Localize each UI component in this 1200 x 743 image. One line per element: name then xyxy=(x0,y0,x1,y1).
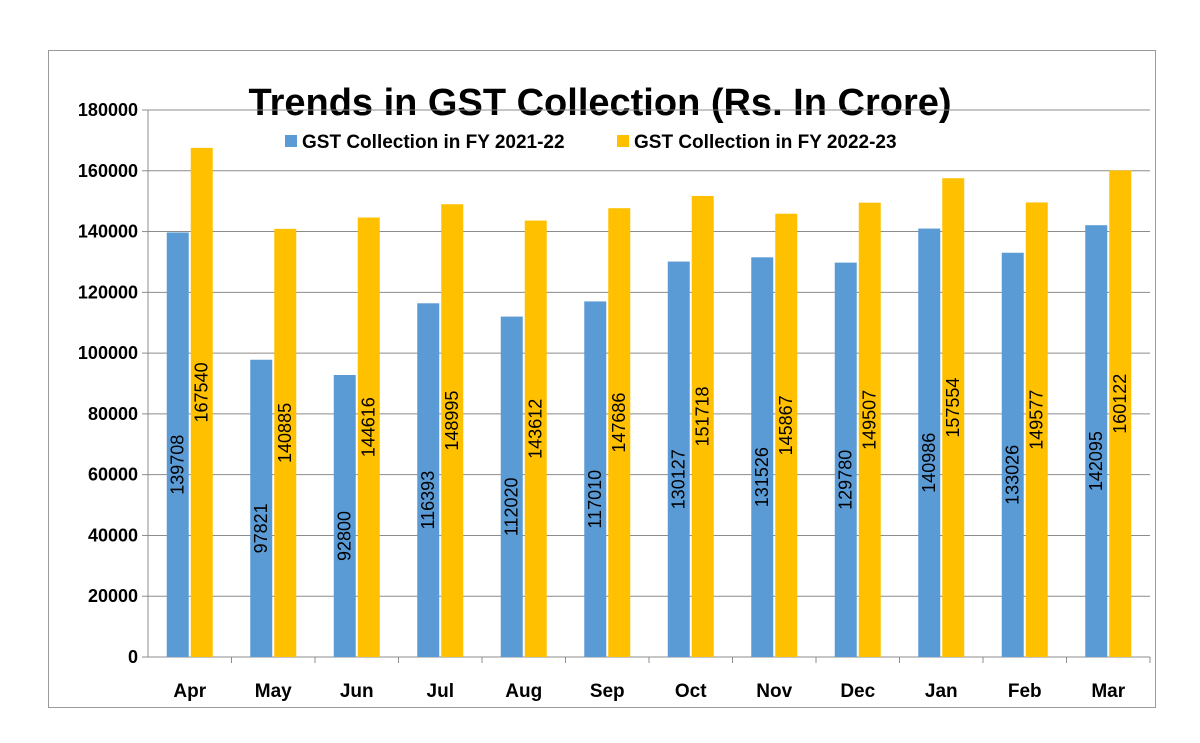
y-tick-label: 0 xyxy=(128,647,138,667)
x-category-label: Apr xyxy=(173,681,206,702)
chart-frame xyxy=(48,50,1156,708)
bar xyxy=(667,261,690,657)
data-label: 160122 xyxy=(1110,374,1130,434)
legend: GST Collection in FY 2021-22 GST Collecti… xyxy=(285,132,897,153)
y-tick-label: 20000 xyxy=(88,586,138,606)
y-tick-label: 60000 xyxy=(88,465,138,485)
bar xyxy=(751,257,774,657)
bar xyxy=(858,202,881,657)
bar xyxy=(775,213,798,658)
y-tick-label: 80000 xyxy=(88,404,138,424)
y-tick-label: 160000 xyxy=(78,161,138,181)
bar xyxy=(166,232,189,657)
bar xyxy=(691,195,714,657)
bar xyxy=(357,217,380,657)
data-label: 133026 xyxy=(1003,445,1023,505)
bar xyxy=(524,220,547,657)
data-label: 117010 xyxy=(585,470,605,529)
data-label: 144616 xyxy=(359,397,379,457)
legend-swatch xyxy=(617,135,629,147)
x-category-label: Feb xyxy=(1008,681,1042,702)
data-label: 140885 xyxy=(275,403,295,463)
legend-label: GST Collection in FY 2022-23 xyxy=(634,132,897,153)
legend-label: GST Collection in FY 2021-22 xyxy=(302,132,565,153)
data-label: 139708 xyxy=(168,435,188,495)
data-label: 167540 xyxy=(192,362,212,422)
y-tick-label: 120000 xyxy=(78,282,138,302)
gridlines xyxy=(148,109,1150,597)
data-label: 142095 xyxy=(1086,431,1106,491)
axes: 0 20000 40000 60000 80000 100000 120000 140000 1… xyxy=(78,100,1151,702)
chart-title: Trends in GST Collection (Rs. In Crore) xyxy=(248,82,951,124)
data-label: 149577 xyxy=(1027,390,1047,450)
x-category-label: Jul xyxy=(427,681,454,702)
bar xyxy=(1025,202,1048,657)
x-category-label: Jan xyxy=(925,681,958,702)
data-label: 145867 xyxy=(776,395,796,455)
bar xyxy=(274,228,297,657)
x-category-label: Nov xyxy=(756,681,792,702)
x-category-label: Mar xyxy=(1091,681,1125,702)
bar xyxy=(942,178,965,657)
data-label: 157554 xyxy=(943,378,963,438)
y-tick-label: 40000 xyxy=(88,525,138,545)
x-category-label: May xyxy=(255,681,292,702)
x-category-label: Dec xyxy=(840,681,875,702)
data-label: 130127 xyxy=(669,449,689,509)
data-label: 92800 xyxy=(335,511,355,561)
bar xyxy=(608,208,631,657)
data-label: 143612 xyxy=(526,399,546,459)
bar xyxy=(250,359,273,657)
legend-swatch xyxy=(285,135,297,147)
data-label: 148995 xyxy=(442,391,462,451)
data-label: 131526 xyxy=(752,447,772,507)
x-category-label: Oct xyxy=(675,681,707,702)
bar xyxy=(500,316,523,657)
x-category-label: Aug xyxy=(505,681,542,702)
data-label: 140986 xyxy=(919,433,939,493)
data-label: 129780 xyxy=(836,450,856,510)
y-tick-label: 140000 xyxy=(78,222,138,242)
bar xyxy=(1085,225,1108,657)
bar xyxy=(417,303,440,657)
x-category-label: Sep xyxy=(590,681,625,702)
bar xyxy=(1109,170,1132,657)
data-label: 97821 xyxy=(251,503,271,553)
y-tick-label: 100000 xyxy=(78,343,138,363)
bars xyxy=(166,147,1132,658)
data-label: 147686 xyxy=(609,393,629,453)
data-label: 151718 xyxy=(693,386,713,446)
data-label: 149507 xyxy=(860,390,880,450)
bar xyxy=(584,301,607,657)
bar xyxy=(441,204,464,657)
bar xyxy=(190,147,213,657)
bar xyxy=(918,228,941,657)
bar xyxy=(333,374,356,657)
data-label: 112020 xyxy=(502,477,522,536)
data-label: 116393 xyxy=(418,471,438,530)
x-category-label: Jun xyxy=(340,681,374,702)
bar xyxy=(834,262,857,657)
y-tick-label: 180000 xyxy=(78,100,138,120)
bar xyxy=(1001,252,1024,657)
